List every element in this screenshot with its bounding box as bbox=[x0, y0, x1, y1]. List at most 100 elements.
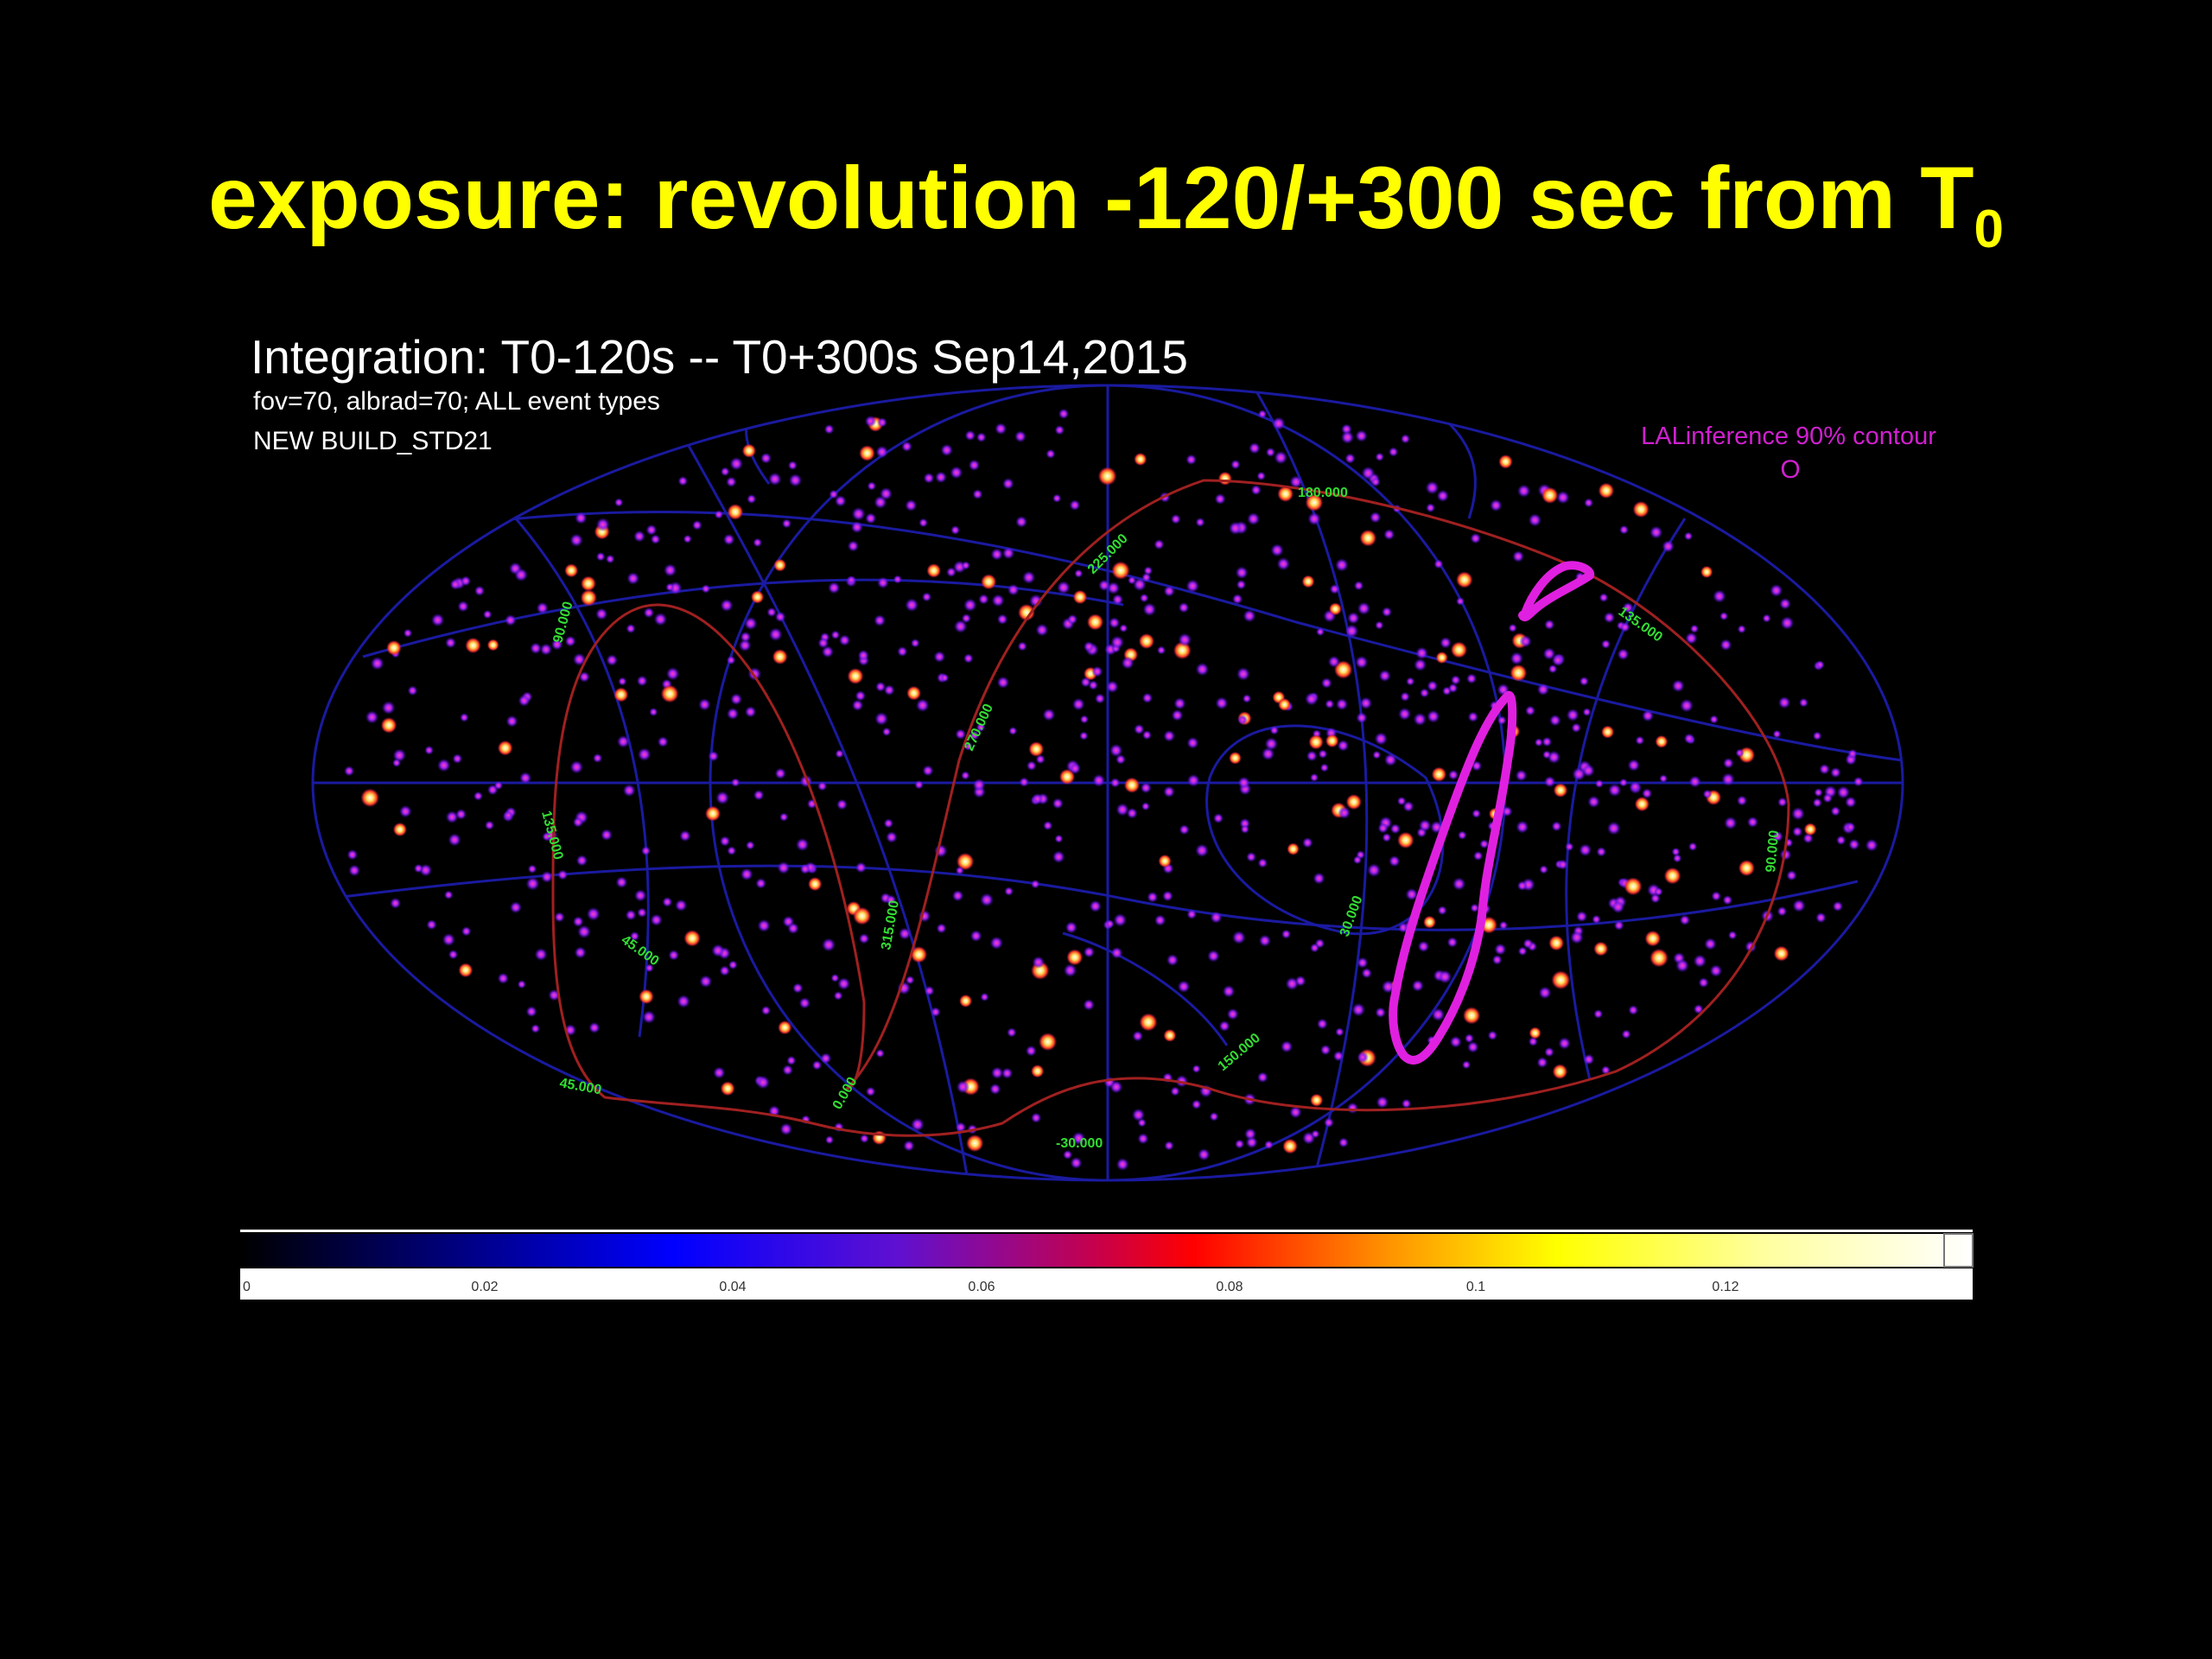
exposure-source bbox=[1133, 577, 1147, 592]
exposure-source bbox=[778, 1020, 792, 1035]
exposure-source bbox=[953, 620, 968, 633]
exposure-source bbox=[1074, 569, 1084, 578]
exposure-source bbox=[1332, 1050, 1344, 1062]
exposure-source bbox=[1179, 824, 1190, 836]
exposure-source bbox=[906, 976, 915, 985]
legend-label: LALinference 90% contour bbox=[1641, 423, 1936, 450]
exposure-source bbox=[1052, 798, 1064, 810]
exposure-source bbox=[1215, 696, 1229, 710]
exposure-source bbox=[1137, 1133, 1149, 1145]
exposure-source bbox=[1594, 779, 1604, 789]
exposure-source bbox=[1675, 958, 1689, 973]
exposure-source bbox=[1116, 1158, 1129, 1171]
exposure-source bbox=[665, 667, 680, 681]
exposure-source bbox=[1570, 931, 1584, 944]
exposure-source bbox=[1289, 1106, 1302, 1119]
exposure-source bbox=[348, 864, 360, 877]
exposure-source bbox=[1132, 1030, 1143, 1042]
exposure-source bbox=[968, 459, 981, 471]
exposure-source bbox=[474, 585, 486, 596]
exposure-source bbox=[657, 736, 669, 747]
exposure-source bbox=[1621, 1029, 1631, 1039]
exposure-source bbox=[1777, 696, 1791, 709]
exposure-source bbox=[858, 933, 870, 944]
exposure-source bbox=[1663, 867, 1681, 885]
ligo-contour-north bbox=[1518, 561, 1595, 621]
exposure-source bbox=[1305, 493, 1324, 512]
exposure-source bbox=[1195, 517, 1205, 527]
exposure-source bbox=[1738, 860, 1755, 877]
exposure-source bbox=[1494, 943, 1507, 956]
exposure-source bbox=[905, 598, 919, 613]
exposure-source bbox=[1375, 1007, 1386, 1019]
exposure-source bbox=[668, 950, 679, 961]
exposure-source bbox=[955, 1122, 967, 1133]
exposure-source bbox=[956, 1080, 969, 1094]
exposure-source bbox=[633, 530, 645, 543]
exposure-source bbox=[650, 913, 663, 926]
exposure-source bbox=[1195, 662, 1210, 677]
satellite-track bbox=[551, 479, 1790, 1137]
exposure-source bbox=[1539, 865, 1548, 874]
exposure-source bbox=[1649, 948, 1669, 968]
exposure-source bbox=[519, 772, 532, 785]
exposure-source bbox=[1467, 711, 1479, 722]
exposure-source bbox=[1622, 601, 1634, 613]
exposure-source bbox=[1786, 870, 1797, 881]
exposure-source bbox=[969, 730, 980, 741]
exposure-source bbox=[714, 510, 724, 519]
exposure-source bbox=[675, 899, 688, 912]
exposure-source bbox=[1541, 736, 1553, 747]
exposure-source bbox=[824, 1135, 835, 1145]
exposure-source bbox=[1544, 619, 1555, 631]
exposure-source bbox=[1186, 736, 1199, 749]
exposure-source bbox=[1579, 843, 1592, 857]
exposure-source bbox=[1163, 1028, 1177, 1042]
exposure-source bbox=[1529, 1027, 1541, 1039]
exposure-source bbox=[1442, 686, 1452, 696]
exposure-source bbox=[933, 651, 946, 663]
exposure-source bbox=[701, 584, 711, 594]
exposure-source bbox=[1269, 725, 1280, 735]
exposure-source bbox=[1109, 778, 1121, 788]
exposure-source bbox=[1420, 688, 1430, 698]
exposure-source bbox=[1456, 596, 1465, 606]
exposure-source bbox=[1307, 512, 1321, 526]
exposure-source bbox=[616, 734, 630, 748]
exposure-source bbox=[1109, 617, 1121, 629]
exposure-source bbox=[1058, 408, 1070, 420]
exposure-source bbox=[1173, 697, 1186, 710]
exposure-source bbox=[787, 922, 799, 935]
exposure-source bbox=[1001, 1067, 1014, 1079]
exposure-source bbox=[554, 912, 565, 923]
exposure-source bbox=[1319, 1044, 1332, 1056]
exposure-source bbox=[830, 630, 841, 640]
exposure-source bbox=[1198, 1148, 1211, 1161]
exposure-source bbox=[1311, 1129, 1320, 1139]
exposure-source bbox=[518, 694, 531, 707]
exposure-source bbox=[726, 707, 740, 721]
exposure-source bbox=[1352, 855, 1363, 865]
exposure-source bbox=[787, 461, 798, 471]
exposure-source bbox=[1156, 645, 1166, 655]
exposure-source bbox=[1345, 793, 1363, 810]
exposure-source bbox=[1154, 539, 1165, 550]
exposure-source bbox=[580, 575, 596, 592]
exposure-source bbox=[980, 893, 994, 907]
exposure-source bbox=[503, 810, 513, 821]
exposure-source bbox=[851, 506, 866, 521]
exposure-source bbox=[1306, 750, 1318, 762]
exposure-source bbox=[1619, 621, 1630, 632]
exposure-source bbox=[1025, 1045, 1037, 1057]
exposure-source bbox=[720, 1081, 735, 1096]
exposure-source bbox=[1329, 583, 1340, 594]
exposure-source bbox=[1846, 822, 1856, 832]
colorbar-tick: 0.12 bbox=[1712, 1280, 1738, 1294]
exposure-source bbox=[1735, 748, 1745, 758]
exposure-source bbox=[1089, 899, 1102, 912]
exposure-source bbox=[1163, 785, 1175, 798]
exposure-source bbox=[370, 656, 385, 671]
exposure-source bbox=[1285, 976, 1300, 991]
exposure-source bbox=[969, 930, 982, 943]
exposure-source bbox=[455, 809, 467, 820]
